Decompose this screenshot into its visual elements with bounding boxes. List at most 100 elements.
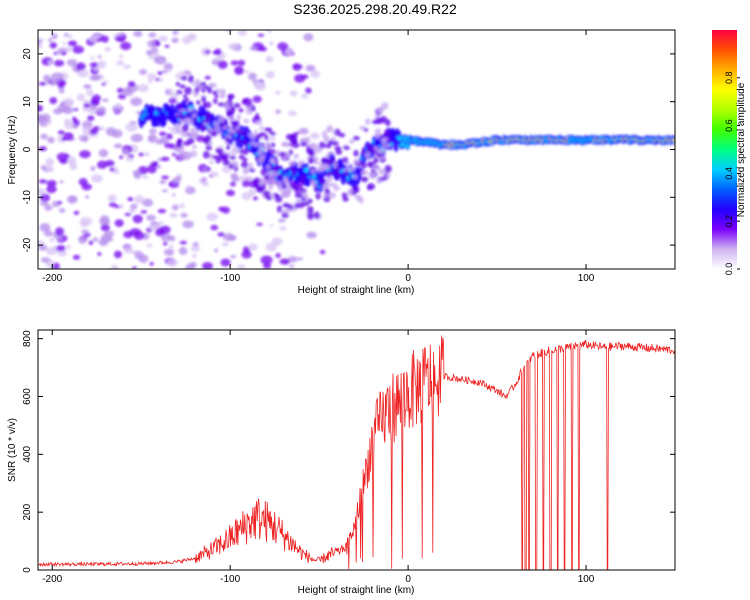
- noise-blob: [201, 95, 206, 104]
- noise-blob: [312, 156, 319, 161]
- noise-blob: [267, 30, 272, 33]
- noise-blob: [335, 149, 343, 155]
- snr-panel: -200 -100 0 100 0 200 400 600 800 Height of str…: [7, 329, 676, 596]
- noise-blob: [38, 179, 47, 184]
- noise-blob: [123, 230, 133, 239]
- y-tick-label: 0: [22, 146, 33, 152]
- noise-blob: [49, 80, 57, 86]
- noise-blob: [116, 60, 125, 66]
- colorbar-ticks: 0.0 0.2 0.4 0.6 0.8: [724, 72, 740, 275]
- noise-blob: [260, 255, 273, 265]
- noise-blob: [297, 201, 305, 209]
- noise-blob: [104, 47, 112, 52]
- noise-blob: [292, 63, 301, 71]
- noise-blob: [158, 35, 168, 42]
- noise-blob: [125, 123, 138, 132]
- noise-blob: [187, 75, 194, 83]
- noise-blob: [39, 81, 47, 86]
- noise-blob: [148, 32, 157, 38]
- noise-blob: [145, 49, 153, 56]
- noise-blob: [136, 111, 141, 115]
- snr-y-label: SNR (10 * v/v): [7, 418, 18, 482]
- noise-blob: [161, 175, 170, 180]
- noise-blob: [367, 183, 376, 190]
- noise-blob: [230, 105, 235, 114]
- noise-blob: [155, 138, 165, 145]
- noise-blob: [234, 103, 241, 109]
- noise-blob: [212, 155, 219, 160]
- noise-blob: [325, 172, 333, 177]
- noise-blob: [209, 171, 219, 178]
- noise-blob: [343, 145, 350, 151]
- noise-blob: [117, 94, 127, 100]
- noise-blob: [127, 197, 134, 202]
- noise-blob: [79, 150, 91, 159]
- noise-blob: [182, 36, 192, 45]
- noise-blob: [206, 212, 218, 221]
- noise-blob: [184, 86, 192, 95]
- noise-blob: [385, 119, 391, 127]
- noise-blob: [176, 129, 183, 135]
- y-tick-label: 800: [22, 330, 33, 347]
- noise-blob: [114, 219, 124, 227]
- noise-blob: [274, 149, 281, 158]
- noise-blob: [327, 157, 334, 166]
- noise-blob: [191, 253, 198, 258]
- noise-blob: [210, 224, 219, 231]
- noise-blob: [237, 59, 246, 67]
- noise-blob: [245, 176, 253, 181]
- colorbar-tick-label: 0.4: [724, 167, 734, 180]
- noise-blob: [157, 208, 167, 214]
- noise-blob: [113, 169, 120, 175]
- noise-blob: [238, 154, 245, 160]
- noise-blob: [91, 101, 99, 106]
- noise-blob: [386, 137, 392, 144]
- noise-blob: [275, 253, 281, 259]
- noise-blob: [198, 178, 207, 184]
- noise-blob: [184, 186, 196, 195]
- noise-blob: [294, 191, 303, 199]
- noise-blob: [270, 135, 276, 141]
- noise-blob: [225, 189, 236, 197]
- noise-blob: [241, 179, 250, 188]
- noise-blob: [53, 59, 65, 67]
- noise-blob: [159, 179, 167, 185]
- noise-blob: [213, 120, 219, 126]
- colorbar-gradient: [712, 30, 737, 269]
- noise-blob: [296, 257, 303, 261]
- y-tick-label: -10: [22, 190, 33, 205]
- noise-blob: [47, 38, 53, 43]
- noise-blob: [173, 123, 182, 129]
- noise-blob: [323, 191, 328, 198]
- noise-blob: [120, 41, 132, 51]
- noise-blob: [115, 35, 126, 42]
- noise-blob: [353, 149, 359, 157]
- noise-blob: [314, 160, 320, 165]
- noise-blob: [57, 200, 63, 205]
- noise-blob: [72, 125, 79, 129]
- noise-blob: [222, 165, 231, 174]
- noise-blob: [364, 151, 372, 159]
- x-tick-label: 100: [578, 273, 595, 284]
- noise-blob: [361, 147, 366, 156]
- noise-blob: [306, 231, 317, 239]
- noise-blob: [159, 221, 164, 226]
- noise-blob: [162, 189, 168, 193]
- noise-blob: [162, 241, 168, 246]
- noise-blob: [240, 161, 249, 169]
- noise-blob: [96, 160, 108, 169]
- noise-blob: [138, 152, 145, 157]
- ridge-blob: [397, 135, 403, 141]
- noise-blob: [118, 54, 124, 59]
- noise-blob: [101, 35, 109, 43]
- noise-blob: [61, 51, 67, 56]
- y-tick-label: 400: [22, 446, 33, 463]
- noise-blob: [38, 244, 48, 251]
- noise-blob: [62, 42, 66, 46]
- noise-blob: [132, 169, 141, 177]
- noise-blob: [59, 207, 66, 214]
- ridge-blob: [672, 139, 675, 143]
- noise-blob: [175, 90, 183, 95]
- noise-blob: [92, 237, 99, 242]
